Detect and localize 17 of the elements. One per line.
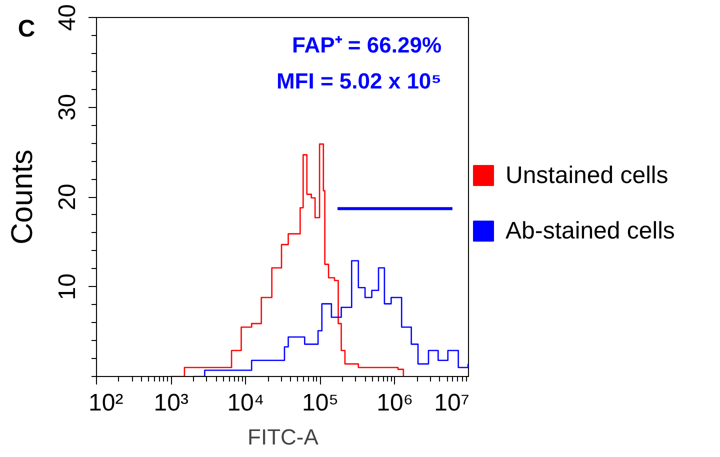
legend-label: Ab-stained cells [506,218,675,245]
x-tick-label: 10² [88,390,124,416]
legend-label: Unstained cells [506,162,668,189]
y-tick-label: 30 [54,94,81,121]
y-tick-label: 20 [54,184,81,210]
x-tick-label: 10⁶ [376,390,414,416]
x-tick-label: 10⁴ [227,390,264,416]
y-tick-label: 10 [54,273,81,300]
x-axis-title: FITC-A [248,424,319,450]
x-tick-label: 10³ [154,390,188,416]
annotation: FAP⁺ = 66.29% [292,32,442,58]
annotation: MFI = 5.02 x 10⁵ [276,68,442,94]
x-tick-label: 10⁵ [302,390,339,416]
x-tick-label: 10⁷ [434,390,470,416]
y-axis-title: Counts [6,149,39,245]
y-tick-label: 40 [54,4,81,31]
text: C [18,16,36,42]
